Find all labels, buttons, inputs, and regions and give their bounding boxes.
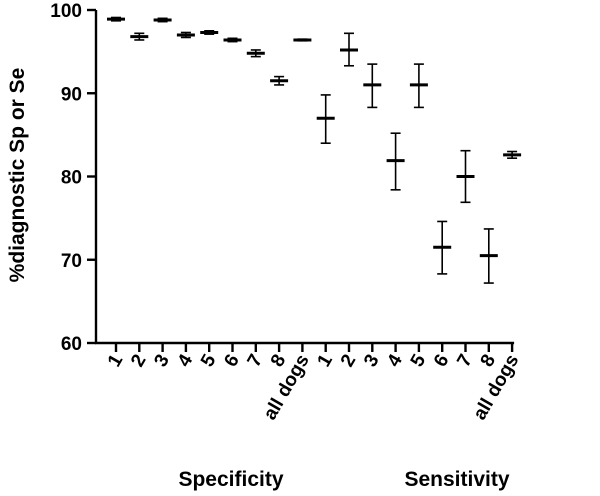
- y-tick-label: 70: [61, 251, 82, 272]
- x-tick-label: 1: [314, 351, 338, 371]
- y-tick-label: 60: [61, 334, 82, 355]
- specificity-point-8: [270, 75, 289, 86]
- sensitivity-point-9: [503, 150, 522, 159]
- x-tick-label: 5: [197, 351, 221, 371]
- group-label-sensitivity: Sensitivity: [404, 468, 509, 491]
- x-tick-label: 7: [244, 351, 267, 371]
- x-tick-label: 2: [337, 351, 360, 371]
- data-marks: [107, 16, 522, 284]
- x-tick-label: 6: [430, 351, 453, 371]
- x-tick-label: 2: [127, 351, 150, 371]
- sensitivity-point-3: [363, 63, 382, 109]
- y-tick-label: 100: [50, 1, 82, 22]
- y-ticks: 60 70 80 90 100: [50, 1, 96, 355]
- x-tick-label: 7: [453, 351, 476, 371]
- specificity-point-3: [153, 17, 172, 23]
- specificity-point-2: [130, 32, 149, 41]
- y-axis-title: %diagnostic Sp or Se: [6, 68, 29, 283]
- specificity-point-6: [223, 37, 242, 43]
- x-tick-label: 3: [150, 351, 173, 371]
- x-tick-label: 1: [104, 351, 128, 371]
- specificity-point-5: [200, 30, 219, 35]
- sensitivity-point-2: [340, 32, 358, 67]
- y-tick-label: 90: [61, 84, 82, 105]
- group-label-specificity: Specificity: [178, 468, 283, 491]
- x-tick-label: 5: [407, 351, 431, 371]
- x-tick-label: 4: [383, 351, 407, 371]
- specificity-point-7: [246, 49, 265, 58]
- x-tick-label: 6: [220, 351, 243, 371]
- sensitivity-point-7: [456, 149, 475, 204]
- sensitivity-point-8: [479, 228, 498, 284]
- specificity-point-4: [176, 31, 195, 39]
- specificity-point-1: [107, 16, 125, 22]
- y-tick-label: 80: [61, 168, 82, 189]
- x-tick-label: 4: [174, 351, 198, 371]
- axes: [94, 10, 515, 345]
- x-tick-label: 3: [360, 351, 383, 371]
- sensitivity-point-6: [433, 220, 452, 275]
- sensitivity-point-4: [386, 132, 405, 191]
- specificity-point-9: [293, 38, 312, 42]
- sensitivity-point-5: [409, 63, 428, 109]
- sensitivity-point-1: [316, 94, 335, 144]
